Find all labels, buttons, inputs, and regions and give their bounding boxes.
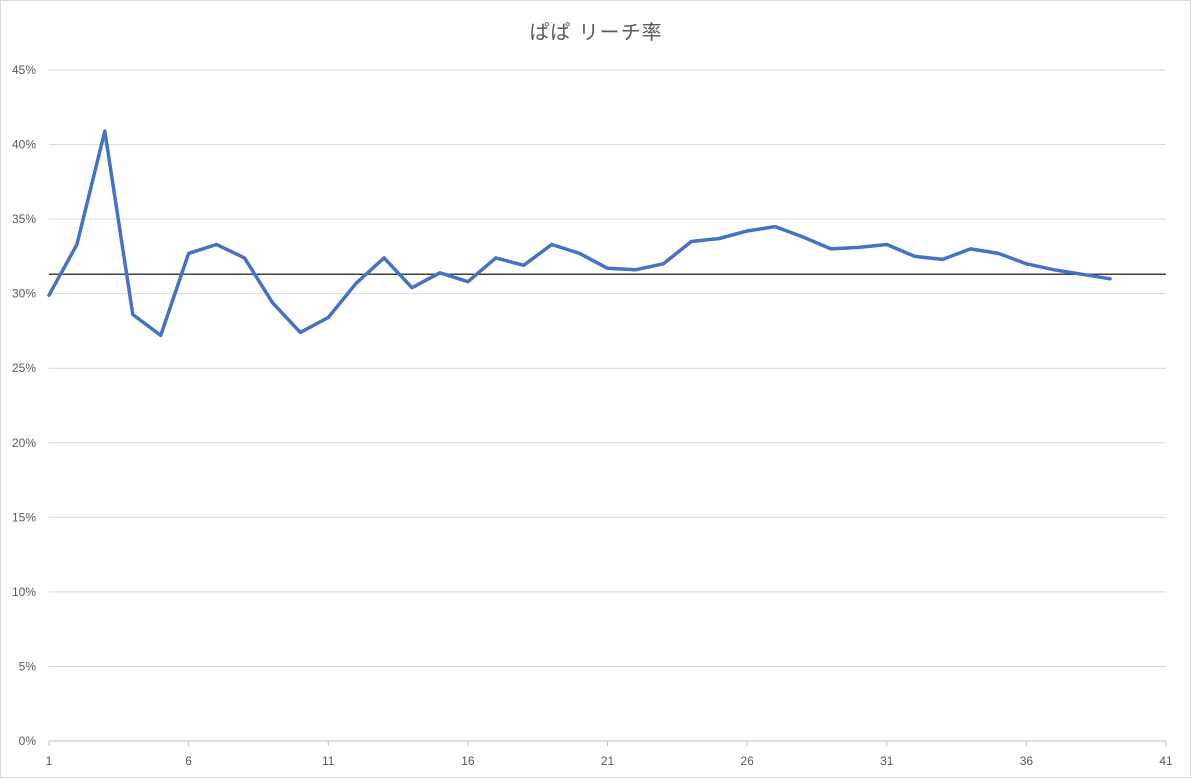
y-tick-label: 25% [12,361,36,375]
x-axis-labels: 1 6 11 16 21 26 31 36 41 [46,754,1173,768]
x-tick-label: 41 [1159,754,1173,768]
x-tick-label: 26 [740,754,754,768]
chart-title: ぱぱ リーチ率 [529,20,663,44]
x-tick-label: 1 [46,754,53,768]
series-layer [47,129,1112,338]
x-tick-label: 11 [322,754,335,768]
y-tick-label: 35% [12,212,36,226]
y-tick-label: 40% [12,138,36,152]
x-tick-label: 36 [1020,754,1034,768]
gridlines [48,69,1167,746]
series-line [47,129,1112,338]
x-tick-label: 16 [461,754,475,768]
x-tick-label: 31 [880,754,894,768]
y-tick-label: 15% [12,510,36,524]
y-tick-label: 0% [19,734,37,748]
y-tick-label: 10% [12,585,36,599]
x-tick-label: 21 [601,754,615,768]
y-axis-labels: 0% 5% 10% 15% 20% 25% 30% 35% 40% 45% [12,63,36,748]
x-tick-label: 6 [185,754,192,768]
y-tick-label: 5% [19,659,37,673]
y-tick-label: 30% [12,287,36,301]
y-tick-label: 45% [12,63,36,77]
y-tick-label: 20% [12,436,36,450]
